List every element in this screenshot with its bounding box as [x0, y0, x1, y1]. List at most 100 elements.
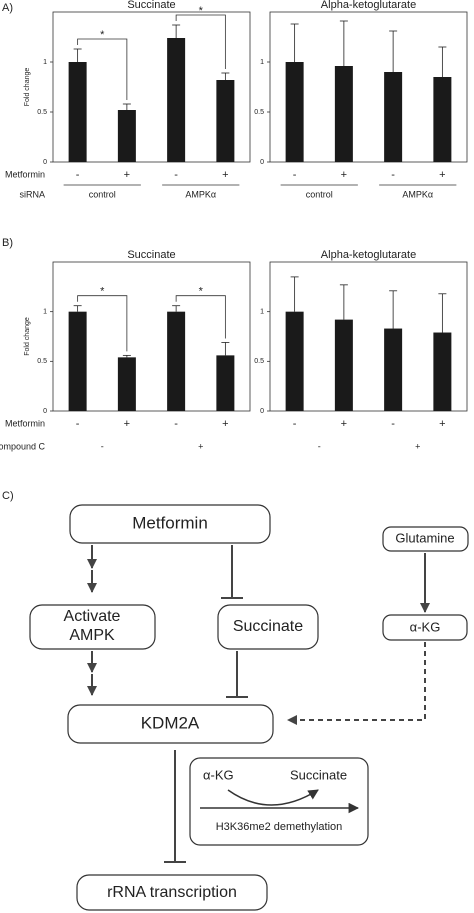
significance-bracket	[175, 295, 226, 339]
chart-title: Alpha-ketoglutarate	[321, 0, 416, 11]
bar	[433, 77, 452, 162]
significance-bracket	[77, 295, 128, 352]
node-label: rRNA transcription	[107, 884, 237, 901]
bar	[384, 328, 403, 411]
node-label: KDM2A	[141, 713, 200, 732]
bar	[285, 311, 304, 411]
x-tick-label: +	[439, 169, 445, 181]
y-tick-label: 0.5	[37, 109, 47, 116]
significance-label: *	[199, 286, 204, 298]
node-label: Activate	[64, 608, 121, 625]
bar	[384, 72, 403, 162]
x-tick-label: +	[341, 418, 347, 430]
bar	[216, 80, 235, 162]
node-box	[76, 874, 268, 911]
reaction-arrow	[227, 789, 319, 806]
y-tick-label: 1	[260, 59, 264, 66]
reaction-substrate: α-KG	[203, 767, 234, 782]
y-tick-label: 0	[43, 159, 47, 166]
panel-label: A)	[2, 2, 13, 14]
node-label: Glutamine	[395, 530, 454, 545]
bar	[334, 319, 353, 411]
bar	[334, 66, 353, 162]
x-tick-label: -	[76, 169, 80, 181]
chart-title: Alpha-ketoglutarate	[321, 249, 416, 261]
node-label: α-KG	[410, 619, 441, 634]
x-tick-label: -	[293, 169, 297, 181]
node-box	[67, 704, 274, 744]
inset-box	[189, 757, 369, 846]
bar	[68, 62, 87, 162]
x-tick-label: +	[222, 418, 228, 430]
bar	[117, 357, 136, 411]
group-label: control	[306, 189, 333, 199]
dashed-arrow	[287, 642, 426, 725]
chart-title: Succinate	[127, 0, 175, 11]
y-tick-label: 0.5	[254, 358, 264, 365]
node-box	[217, 604, 319, 650]
reaction-product: Succinate	[290, 767, 347, 782]
bar	[117, 110, 136, 162]
y-tick-label: 0	[260, 408, 264, 415]
plot-frame	[52, 11, 251, 163]
y-tick-label: 0	[43, 408, 47, 415]
significance-label: *	[199, 5, 204, 17]
x-tick-label: -	[174, 418, 178, 430]
bar	[433, 332, 452, 411]
bar	[167, 311, 186, 411]
node-box	[29, 604, 156, 650]
panel-label: C)	[2, 490, 14, 502]
node-label: AMPK	[69, 627, 115, 644]
node-box	[382, 526, 469, 552]
significance-bracket	[77, 38, 128, 100]
bar	[285, 62, 304, 162]
group-label: +	[415, 441, 420, 451]
group-label: control	[89, 189, 116, 199]
y-axis-label: Fold change	[24, 317, 31, 356]
chart-title: Succinate	[127, 249, 175, 261]
bar	[68, 311, 87, 411]
bar	[167, 38, 186, 162]
significance-label: *	[100, 29, 105, 41]
y-tick-label: 0	[260, 159, 264, 166]
node-box	[69, 504, 271, 544]
plot-frame	[52, 261, 251, 412]
node-label: Succinate	[233, 618, 303, 635]
y-axis-label: Fold change	[24, 68, 31, 107]
reaction-process: H3K36me2 demethylation	[216, 821, 343, 833]
y-tick-label: 0.5	[254, 109, 264, 116]
group-label: -	[101, 441, 104, 451]
x-tick-label: +	[124, 418, 130, 430]
y-tick-label: 1	[43, 309, 47, 316]
row-label: Metformin	[5, 169, 45, 179]
row-label: Compound C	[0, 441, 45, 451]
node-label: Metformin	[132, 513, 208, 532]
group-label: -	[318, 441, 321, 451]
x-tick-label: +	[439, 418, 445, 430]
x-tick-label: -	[391, 418, 395, 430]
x-tick-label: -	[174, 169, 178, 181]
bar	[216, 355, 235, 411]
node-box	[382, 614, 468, 641]
y-tick-label: 1	[43, 59, 47, 66]
group-label: AMPKα	[185, 189, 216, 199]
y-tick-label: 0.5	[37, 358, 47, 365]
x-tick-label: +	[341, 169, 347, 181]
x-tick-label: -	[391, 169, 395, 181]
row-label: siRNA	[19, 189, 45, 199]
x-tick-label: -	[293, 418, 297, 430]
x-tick-label: +	[222, 169, 228, 181]
panel-label: B)	[2, 237, 13, 249]
significance-bracket	[175, 14, 226, 69]
diagram: Metformin Glutamine Activate AMPK Succin…	[29, 504, 469, 911]
group-label: +	[198, 441, 203, 451]
y-tick-label: 1	[260, 309, 264, 316]
significance-label: *	[100, 286, 105, 298]
plot-frame	[269, 261, 468, 412]
row-label: Metformin	[5, 418, 45, 428]
group-label: AMPKα	[402, 189, 433, 199]
plot-frame	[269, 11, 468, 163]
x-tick-label: +	[124, 169, 130, 181]
